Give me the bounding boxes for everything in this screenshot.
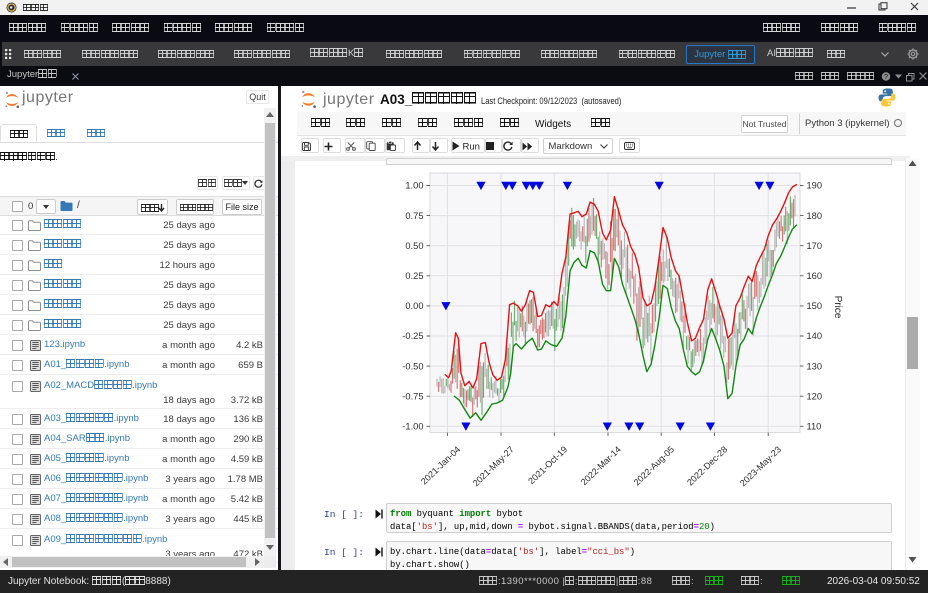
svg-text:130: 130: [807, 361, 823, 371]
svg-text:0.75: 0.75: [405, 211, 423, 221]
svg-text:120: 120: [807, 391, 823, 401]
svg-text:2022-Dec-28: 2022-Dec-28: [685, 444, 729, 487]
svg-text:2022-Mar-14: 2022-Mar-14: [579, 444, 623, 487]
svg-text:Run: Run: [462, 142, 479, 152]
svg-text:140: 140: [807, 331, 823, 341]
svg-text:2023-May-23: 2023-May-23: [738, 444, 783, 488]
svg-text:2021-Oct-19: 2021-Oct-19: [526, 444, 569, 486]
svg-text:0.25: 0.25: [405, 271, 423, 281]
svg-text:2022-Aug-05: 2022-Aug-05: [632, 444, 676, 487]
svg-text:2021-Jan-04: 2021-Jan-04: [419, 444, 462, 486]
svg-text:?: ?: [884, 74, 888, 81]
svg-text:150: 150: [807, 301, 823, 311]
svg-text:170: 170: [807, 241, 823, 251]
svg-text:160: 160: [807, 271, 823, 281]
svg-text:-0.75: -0.75: [402, 391, 423, 401]
svg-text:Price: Price: [832, 296, 843, 319]
svg-text:0.00: 0.00: [405, 301, 423, 311]
svg-text:-0.50: -0.50: [402, 361, 423, 371]
svg-text:110: 110: [807, 422, 822, 432]
svg-text:0.50: 0.50: [405, 241, 423, 251]
svg-text:180: 180: [807, 211, 823, 221]
svg-text:190: 190: [807, 181, 823, 191]
svg-text:2021-May-27: 2021-May-27: [471, 444, 516, 488]
svg-text:-0.25: -0.25: [402, 331, 423, 341]
svg-text:1.00: 1.00: [405, 181, 423, 191]
svg-text:-1.00: -1.00: [402, 422, 423, 432]
